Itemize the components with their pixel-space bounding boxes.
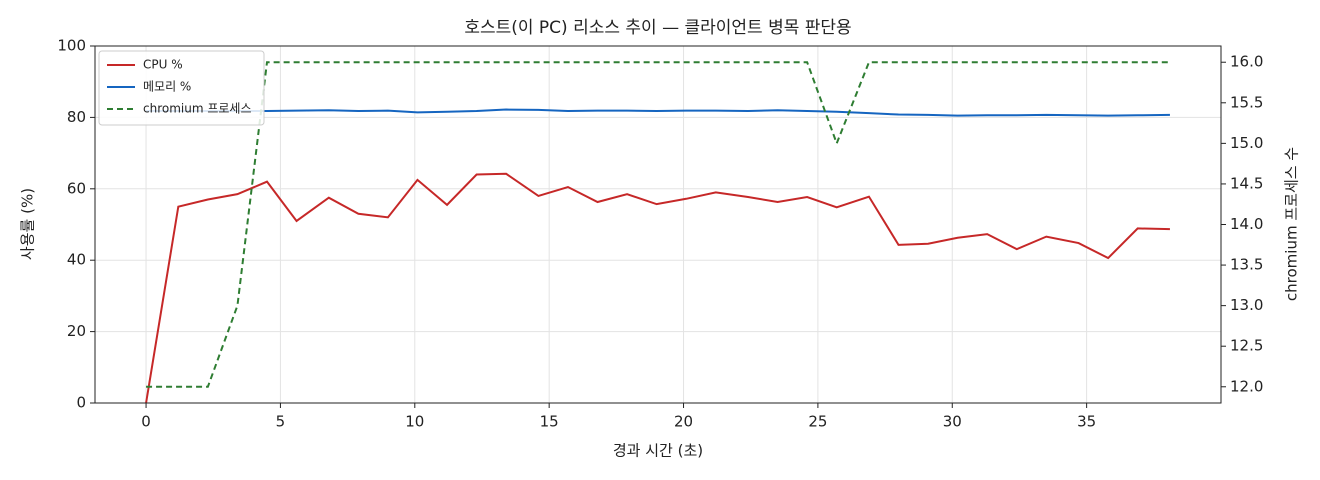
x-tick-label: 15 bbox=[540, 413, 559, 431]
y2-tick-label: 14.5 bbox=[1230, 174, 1263, 192]
y-axis-label: 사용률 (%) bbox=[19, 188, 37, 260]
y-tick-label: 40 bbox=[67, 251, 86, 269]
legend-label: CPU % bbox=[143, 58, 183, 72]
x-tick-label: 10 bbox=[405, 413, 424, 431]
x-tick-label: 25 bbox=[808, 413, 827, 431]
legend-box bbox=[98, 50, 265, 126]
series-line bbox=[146, 108, 1170, 117]
y-tick-label: 0 bbox=[76, 394, 86, 412]
x-axis-label: 경과 시간 (초) bbox=[613, 442, 703, 460]
x-tick-label: 30 bbox=[943, 413, 962, 431]
series-line bbox=[146, 61, 1170, 388]
legend: CPU % 메모리 % chromium 프로세스 bbox=[98, 50, 265, 126]
x-tick-label: 35 bbox=[1077, 413, 1096, 431]
y2-tick-label: 15.5 bbox=[1230, 93, 1263, 111]
x-tick-label: 5 bbox=[276, 413, 286, 431]
y-tick-label: 80 bbox=[67, 108, 86, 126]
chart-title: 호스트(이 PC) 리소스 추이 — 클라이언트 병목 판단용 bbox=[464, 18, 851, 38]
y2-tick-label: 13.5 bbox=[1230, 256, 1263, 274]
y2-tick-label: 15.0 bbox=[1230, 134, 1263, 152]
y2-tick-label: 16.0 bbox=[1230, 53, 1263, 71]
y2-tick-label: 13.0 bbox=[1230, 296, 1263, 314]
y2-tick-label: 14.0 bbox=[1230, 215, 1263, 233]
series-line bbox=[145, 172, 1170, 404]
y2-tick-label: 12.5 bbox=[1230, 337, 1263, 355]
y-tick-label: 60 bbox=[67, 179, 86, 197]
x-tick-label: 0 bbox=[141, 413, 151, 431]
y2-axis-label: chromium 프로세스 수 bbox=[1283, 147, 1301, 301]
plot-frame bbox=[94, 45, 1222, 404]
y-tick-label: 100 bbox=[57, 37, 86, 55]
legend-label: 메모리 % bbox=[143, 80, 191, 94]
legend-label: chromium 프로세스 bbox=[143, 102, 252, 116]
y-tick-label: 20 bbox=[67, 322, 86, 340]
x-tick-label: 20 bbox=[674, 413, 693, 431]
y2-tick-label: 12.0 bbox=[1230, 377, 1263, 395]
